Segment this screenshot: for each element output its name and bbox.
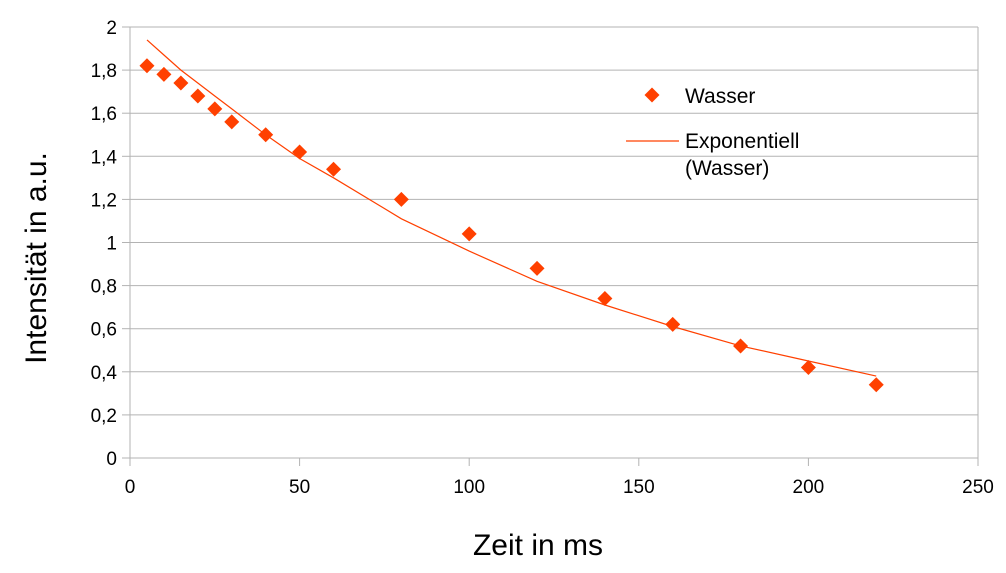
x-tick-label: 50 [289,477,310,498]
data-point-diamond [224,114,240,130]
x-tick-label: 200 [793,477,825,498]
y-tick-label: 1,2 [91,190,117,211]
x-tick-label: 150 [623,477,655,498]
data-point-diamond [190,88,206,104]
legend-label-trend: Exponentiell [685,130,799,153]
data-point-diamond [868,377,884,393]
data-point-diamond [326,161,342,177]
data-point-diamond [529,260,545,276]
y-tick-label: 2 [106,18,117,39]
grid-lines [130,26,979,458]
x-tick-label: 100 [453,477,485,498]
x-tick-label: 0 [125,477,136,498]
y-tick-label: 1 [106,234,117,255]
data-point-diamond [461,226,477,242]
legend-label-wasser: Wasser [685,85,755,108]
axes [122,26,979,466]
data-point-diamond [156,66,172,82]
y-tick-label: 0,6 [91,320,117,341]
data-point-diamond [393,191,409,207]
y-tick-label: 1,8 [91,61,117,82]
data-point-diamond [800,359,816,375]
y-tick-label: 0,8 [91,277,117,298]
y-tick-label: 0,2 [91,406,117,427]
data-point-diamond [597,291,613,307]
data-point-diamond [733,338,749,354]
data-point-diamond [207,101,223,117]
y-tick-label: 0,4 [91,363,118,384]
data-point-diamond [258,127,274,143]
data-point-diamond [173,75,189,91]
exponential-trendline [146,39,877,377]
y-axis-title: Intensität in a.u. [20,152,53,364]
legend-label-trend: (Wasser) [685,157,769,180]
x-tick-label: 250 [962,477,994,498]
y-tick-label: 1,4 [91,147,118,168]
legend-marker-wasser [644,87,660,103]
y-tick-label: 1,6 [91,104,117,125]
marker-layer [139,58,884,393]
x-axis-title: Zeit in ms [473,529,603,562]
data-point-diamond [665,316,681,332]
data-point-diamond [292,144,308,160]
legend: Wasser Exponentiell (Wasser) [626,85,799,180]
data-point-diamond [139,58,155,74]
y-tick-label: 0 [106,449,117,470]
trendline-layer [146,39,877,377]
tick-labels: 0 0,2 0,4 0,6 0,8 1 1,2 1,4 1,6 1,8 2 0 50 100 150 200 2… [91,18,994,498]
